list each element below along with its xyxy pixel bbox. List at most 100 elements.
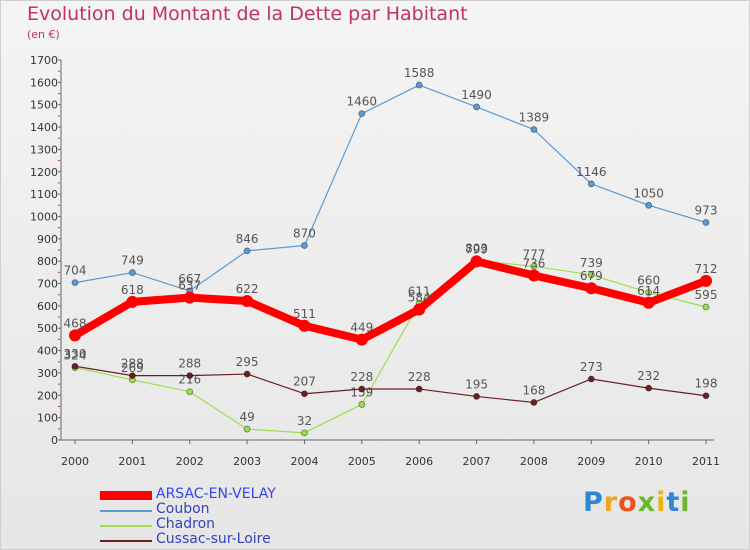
legend-label-coubon: Coubon bbox=[156, 501, 210, 517]
data-point-cussac-sur-loire bbox=[415, 385, 423, 393]
x-tick-label: 2008 bbox=[520, 455, 548, 468]
data-label-arsac-en-velay: 799 bbox=[465, 242, 488, 256]
data-label-arsac-en-velay: 449 bbox=[350, 321, 373, 335]
data-point-arsac-en-velay bbox=[470, 255, 483, 268]
data-label-arsac-en-velay: 614 bbox=[637, 284, 660, 298]
data-point-chadron bbox=[243, 425, 251, 433]
logo-letter: r bbox=[603, 487, 619, 518]
x-tick-label: 2003 bbox=[233, 455, 261, 468]
legend-swatch-cussac-sur-loire bbox=[100, 540, 152, 542]
data-label-cussac-sur-loire: 207 bbox=[293, 375, 316, 389]
data-label-cussac-sur-loire: 228 bbox=[350, 370, 373, 384]
data-label-cussac-sur-loire: 295 bbox=[236, 355, 259, 369]
x-tick-label: 2009 bbox=[577, 455, 605, 468]
data-label-chadron: 595 bbox=[695, 288, 718, 302]
logo-letter: t bbox=[666, 487, 681, 518]
data-label-chadron: 269 bbox=[121, 361, 144, 375]
data-label-coubon: 1460 bbox=[347, 95, 378, 109]
data-label-cussac-sur-loire: 288 bbox=[178, 357, 201, 371]
data-label-chadron: 611 bbox=[408, 284, 431, 298]
data-point-arsac-en-velay bbox=[183, 291, 196, 304]
data-point-chadron bbox=[645, 289, 653, 296]
data-label-arsac-en-velay: 637 bbox=[178, 279, 201, 293]
logo-letter: o bbox=[618, 487, 638, 518]
data-label-coubon: 1490 bbox=[461, 88, 492, 102]
data-point-coubon bbox=[530, 126, 538, 133]
x-tick-label: 2005 bbox=[348, 455, 376, 468]
data-point-cussac-sur-loire bbox=[128, 372, 136, 380]
x-tick-label: 2011 bbox=[692, 455, 720, 468]
data-point-cussac-sur-loire bbox=[301, 390, 308, 398]
y-tick-label: 700 bbox=[37, 278, 58, 291]
y-tick-label: 1400 bbox=[30, 121, 58, 134]
x-tick-label: 2006 bbox=[405, 455, 433, 468]
data-point-arsac-en-velay bbox=[355, 333, 368, 346]
data-point-cussac-sur-loire bbox=[473, 393, 480, 400]
y-tick-label: 1700 bbox=[30, 54, 58, 67]
data-label-coubon: 846 bbox=[236, 232, 259, 246]
data-label-arsac-en-velay: 618 bbox=[121, 283, 144, 297]
data-point-coubon bbox=[358, 110, 366, 118]
data-point-cussac-sur-loire bbox=[243, 370, 251, 378]
data-label-cussac-sur-loire: 228 bbox=[408, 370, 431, 384]
data-point-arsac-en-velay bbox=[642, 296, 655, 309]
data-point-chadron bbox=[702, 303, 710, 311]
data-label-coubon: 1588 bbox=[404, 66, 435, 80]
data-point-coubon bbox=[645, 201, 653, 209]
data-label-arsac-en-velay: 584 bbox=[408, 290, 431, 304]
logo-letter: i bbox=[680, 487, 691, 518]
y-tick-label: 200 bbox=[37, 389, 58, 402]
data-label-cussac-sur-loire: 195 bbox=[465, 377, 488, 391]
data-label-arsac-en-velay: 622 bbox=[236, 282, 259, 296]
data-point-chadron bbox=[301, 429, 308, 437]
data-label-cussac-sur-loire: 168 bbox=[522, 383, 545, 397]
data-point-arsac-en-velay bbox=[69, 329, 81, 342]
data-label-arsac-en-velay: 736 bbox=[522, 256, 545, 270]
series-line-chadron bbox=[74, 259, 707, 434]
legend-label-arsac-en-velay: ARSAC-EN-VELAY bbox=[156, 486, 276, 502]
x-tick-label: 2002 bbox=[176, 455, 204, 468]
y-tick-label: 600 bbox=[37, 300, 58, 313]
data-point-coubon bbox=[473, 103, 480, 111]
data-point-coubon bbox=[587, 180, 595, 188]
data-label-coubon: 973 bbox=[695, 204, 718, 218]
data-label-coubon: 749 bbox=[121, 254, 144, 268]
data-label-cussac-sur-loire: 232 bbox=[637, 369, 660, 383]
data-label-chadron: 324 bbox=[64, 349, 87, 363]
data-label-coubon: 1050 bbox=[633, 186, 664, 200]
data-point-cussac-sur-loire bbox=[186, 372, 194, 380]
data-point-chadron bbox=[587, 271, 595, 279]
legend-swatch-arsac-en-velay bbox=[100, 491, 152, 500]
legend-swatch-chadron bbox=[100, 525, 152, 527]
data-label-chadron: 803 bbox=[465, 242, 488, 256]
legend-label-chadron: Chadron bbox=[156, 516, 216, 532]
data-point-cussac-sur-loire bbox=[530, 399, 538, 406]
data-point-chadron bbox=[358, 401, 366, 408]
data-label-coubon: 704 bbox=[64, 264, 87, 278]
data-label-cussac-sur-loire: 198 bbox=[695, 377, 718, 391]
data-point-arsac-en-velay bbox=[585, 282, 598, 295]
x-tick-label: 2001 bbox=[118, 455, 146, 468]
data-point-cussac-sur-loire bbox=[702, 392, 710, 400]
y-tick-label: 900 bbox=[37, 233, 58, 246]
y-tick-label: 1000 bbox=[30, 210, 58, 223]
data-label-coubon: 1146 bbox=[576, 165, 607, 179]
data-label-chadron: 739 bbox=[580, 256, 603, 270]
series-line-arsac-en-velay bbox=[71, 257, 710, 344]
data-point-coubon bbox=[71, 279, 79, 287]
data-point-arsac-en-velay bbox=[241, 294, 254, 307]
logo-letter: P bbox=[583, 487, 604, 518]
data-label-arsac-en-velay: 679 bbox=[580, 269, 603, 283]
y-tick-label: 100 bbox=[37, 412, 58, 425]
x-tick-label: 2004 bbox=[290, 455, 318, 468]
data-point-arsac-en-velay bbox=[527, 269, 540, 282]
x-tick-label: 2010 bbox=[635, 455, 663, 468]
y-tick-label: 1100 bbox=[30, 188, 58, 201]
data-label-coubon: 667 bbox=[178, 272, 201, 286]
chart-subtitle: (en €) bbox=[27, 28, 60, 41]
data-label-cussac-sur-loire: 330 bbox=[64, 347, 87, 361]
chart-title: Evolution du Montant de la Dette par Hab… bbox=[27, 3, 468, 25]
data-label-coubon: 1389 bbox=[519, 111, 550, 125]
